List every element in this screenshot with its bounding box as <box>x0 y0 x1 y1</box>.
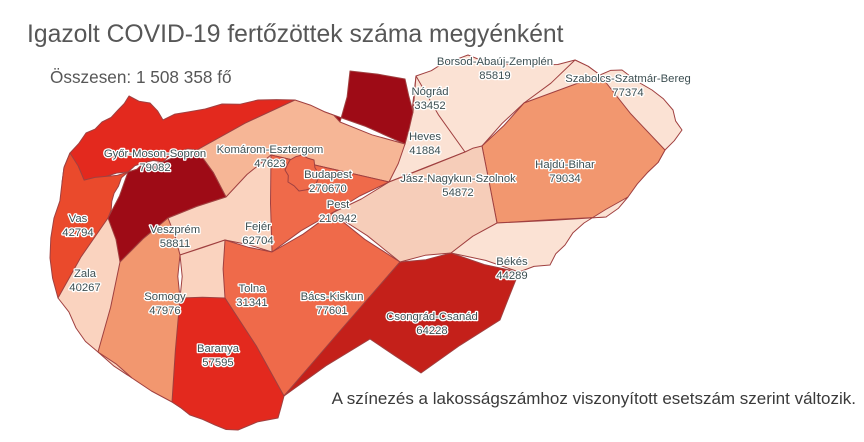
svg-text:Zala: Zala <box>74 268 97 280</box>
svg-text:41884: 41884 <box>409 145 440 157</box>
svg-text:44289: 44289 <box>496 270 527 282</box>
svg-text:Hajdú-Bihar: Hajdú-Bihar <box>535 159 595 171</box>
svg-text:Veszprém: Veszprém <box>150 224 200 236</box>
svg-text:Komárom-Esztergom: Komárom-Esztergom <box>217 144 324 156</box>
svg-text:Somogy: Somogy <box>144 291 186 303</box>
svg-text:Összesen: 1 508 358 fő: Összesen: 1 508 358 fő <box>50 67 232 87</box>
svg-text:Békés: Békés <box>496 256 528 268</box>
svg-text:42794: 42794 <box>62 227 93 239</box>
svg-text:Tolna: Tolna <box>238 283 266 295</box>
svg-text:85819: 85819 <box>479 70 510 82</box>
svg-text:58811: 58811 <box>160 238 191 250</box>
svg-text:57595: 57595 <box>202 357 233 369</box>
svg-text:Igazolt COVID-19 fertőzöttek s: Igazolt COVID-19 fertőzöttek száma megyé… <box>27 21 564 48</box>
svg-text:Jász-Nagykun-Szolnok: Jász-Nagykun-Szolnok <box>400 173 516 185</box>
svg-text:47976: 47976 <box>149 305 180 317</box>
svg-text:Pest: Pest <box>327 199 350 211</box>
svg-text:210942: 210942 <box>319 213 357 225</box>
svg-text:Heves: Heves <box>409 131 441 143</box>
svg-text:Budapest: Budapest <box>304 169 353 181</box>
svg-text:Vas: Vas <box>69 213 88 225</box>
svg-text:Baranya: Baranya <box>197 343 240 355</box>
svg-text:33452: 33452 <box>414 100 445 112</box>
svg-text:Nógrád: Nógrád <box>411 86 448 98</box>
svg-text:64228: 64228 <box>416 325 447 337</box>
svg-text:Szabolcs-Szatmár-Bereg: Szabolcs-Szatmár-Bereg <box>565 73 691 85</box>
svg-text:40267: 40267 <box>69 282 100 294</box>
svg-text:Győr-Moson-Sopron: Győr-Moson-Sopron <box>104 148 206 160</box>
svg-text:Borsod-Abaúj-Zemplén: Borsod-Abaúj-Zemplén <box>437 56 553 68</box>
svg-text:Fejér: Fejér <box>245 221 271 233</box>
svg-text:79034: 79034 <box>549 173 580 185</box>
svg-text:77601: 77601 <box>316 305 347 317</box>
svg-text:62704: 62704 <box>242 235 273 247</box>
svg-text:Csongrád-Csanád: Csongrád-Csanád <box>386 311 478 323</box>
svg-text:47623: 47623 <box>254 158 285 170</box>
svg-text:54872: 54872 <box>442 187 473 199</box>
svg-text:31341: 31341 <box>236 297 267 309</box>
svg-text:A színezés a lakosságszámhoz v: A színezés a lakosságszámhoz viszonyítot… <box>332 389 856 408</box>
svg-text:Bács-Kiskun: Bács-Kiskun <box>301 291 364 303</box>
svg-text:270670: 270670 <box>309 183 347 195</box>
svg-text:77374: 77374 <box>612 87 643 99</box>
svg-text:79082: 79082 <box>139 162 170 174</box>
